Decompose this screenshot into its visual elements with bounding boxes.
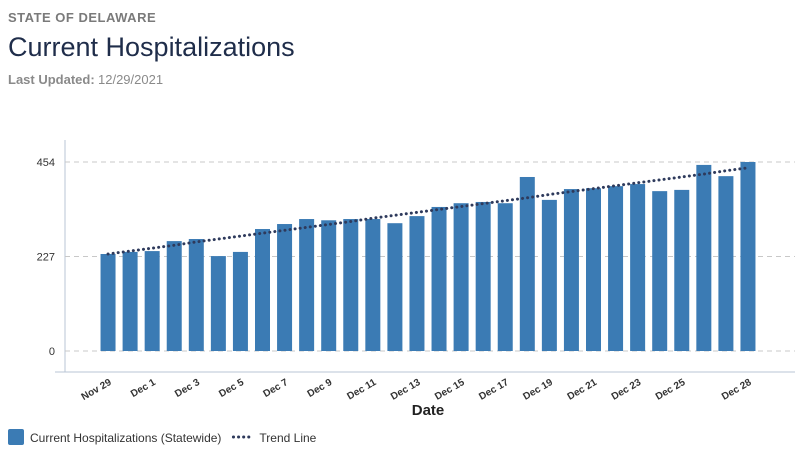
x-tick-label: Dec 15 (433, 377, 467, 403)
x-tick-label: Dec 1 (129, 377, 158, 400)
legend-swatch (8, 429, 24, 445)
bar (563, 189, 579, 351)
updated-label: Last Updated: (8, 72, 95, 87)
bar (475, 201, 491, 351)
x-tick-label: Nov 29 (80, 377, 114, 403)
bar (387, 223, 403, 351)
bar (696, 164, 712, 351)
bar (453, 203, 469, 351)
x-tick-label: Dec 9 (306, 377, 335, 400)
bar (255, 229, 270, 351)
bar (277, 224, 293, 351)
legend-label: Trend Line (259, 431, 316, 445)
x-tick-label: Dec 19 (521, 377, 555, 403)
bar (431, 206, 447, 351)
x-tick-label: Dec 11 (345, 377, 378, 403)
bar (343, 219, 359, 351)
bar (630, 184, 646, 351)
bar (586, 188, 601, 351)
x-tick-label: Dec 21 (566, 377, 600, 403)
bar (232, 251, 248, 351)
x-tick-label: Dec 23 (610, 377, 644, 403)
page-title: Current Hospitalizations (8, 32, 295, 62)
bar (100, 254, 116, 351)
legend-label: Current Hospitalizations (Statewide) (30, 431, 221, 445)
bar (740, 162, 756, 351)
x-tick-label: Dec 3 (173, 377, 202, 400)
y-tick-label: 454 (37, 157, 55, 169)
bar (652, 191, 668, 351)
x-axis-title: Date (412, 402, 445, 419)
bar (365, 219, 381, 351)
x-tick-label: Dec 13 (389, 377, 423, 403)
bar (608, 186, 624, 351)
updated-date: 12/29/2021 (98, 72, 163, 87)
x-tick-label: Dec 7 (261, 377, 290, 400)
y-tick-label: 227 (37, 252, 55, 264)
x-tick-label: Dec 25 (654, 377, 688, 403)
x-tick-label: Dec 5 (217, 377, 246, 400)
bar (188, 239, 204, 351)
bar (321, 220, 337, 351)
y-tick-label: 0 (49, 346, 55, 358)
x-tick-label: Dec 17 (477, 377, 511, 403)
bar (299, 219, 315, 351)
bar (718, 176, 734, 351)
bar (144, 251, 160, 351)
bar (122, 251, 138, 351)
bar (519, 176, 535, 351)
x-tick-label: Dec 28 (720, 377, 754, 403)
bar (541, 199, 557, 351)
bar (674, 189, 690, 351)
bar (210, 256, 226, 351)
kicker: STATE OF DELAWARE (8, 10, 156, 25)
bar (409, 216, 425, 351)
bar (166, 241, 182, 351)
bar (497, 203, 513, 351)
trend-line (106, 166, 750, 256)
